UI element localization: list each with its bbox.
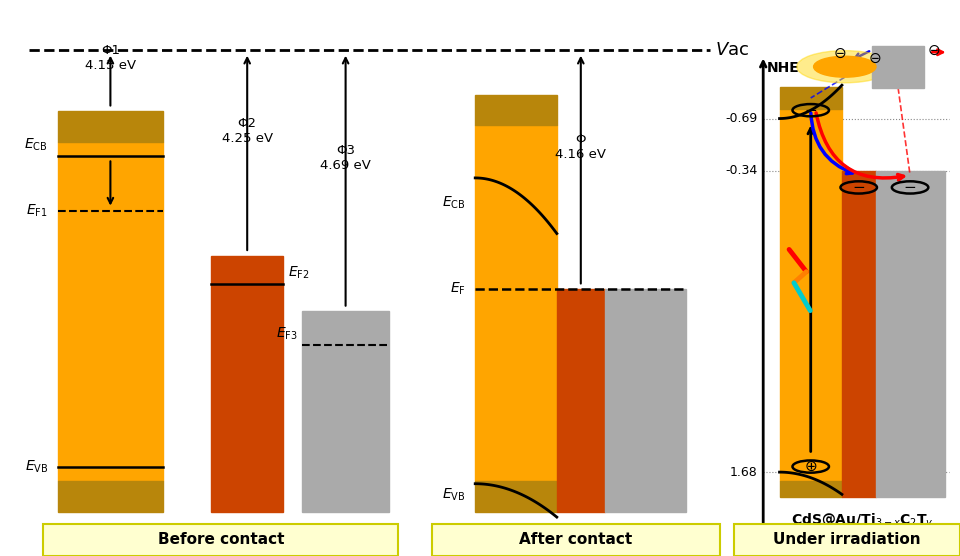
Text: Before contact: Before contact: [157, 533, 284, 547]
Bar: [58, 111, 163, 142]
Bar: [605, 289, 686, 512]
Text: Au: Au: [235, 525, 259, 543]
Text: Ti$_{3-x}$C$_2$T$_y$: Ti$_{3-x}$C$_2$T$_y$: [309, 525, 382, 545]
Text: $E_{\rm VB}$: $E_{\rm VB}$: [443, 486, 466, 503]
Bar: [475, 481, 557, 512]
Text: ⊖: ⊖: [868, 51, 881, 66]
Text: $E_{\rm F}$: $E_{\rm F}$: [450, 281, 466, 297]
Text: Φ
4.16 eV: Φ 4.16 eV: [555, 133, 607, 161]
Text: NHE: NHE: [767, 61, 800, 75]
Text: $E_{\rm CB}$: $E_{\rm CB}$: [442, 195, 466, 211]
Bar: [58, 481, 163, 512]
Text: ⊕: ⊕: [804, 459, 817, 474]
Bar: [780, 110, 842, 481]
Bar: [872, 46, 924, 88]
Bar: [842, 171, 876, 498]
Text: −: −: [804, 103, 817, 118]
FancyBboxPatch shape: [734, 524, 960, 556]
Text: ⊖: ⊖: [833, 46, 847, 61]
Text: 1.68: 1.68: [730, 465, 757, 479]
Text: $E_{\rm CB}$: $E_{\rm CB}$: [24, 137, 48, 153]
Text: −: −: [903, 180, 917, 195]
Bar: [58, 142, 163, 481]
Text: CdS: CdS: [92, 525, 129, 543]
Text: Under irradiation: Under irradiation: [773, 533, 921, 547]
Text: -0.34: -0.34: [725, 164, 757, 177]
Bar: [557, 289, 605, 512]
Text: CdS@Au/Ti$_{3-x}$C$_2$T$_y$: CdS@Au/Ti$_{3-x}$C$_2$T$_y$: [510, 525, 652, 545]
Text: After contact: After contact: [519, 533, 633, 547]
FancyBboxPatch shape: [43, 524, 398, 556]
Text: Φ3
4.69 eV: Φ3 4.69 eV: [321, 145, 371, 172]
Text: $E_{\rm F2}$: $E_{\rm F2}$: [288, 265, 309, 281]
Bar: [211, 256, 283, 512]
Text: CdS@Au/Ti$_{3-x}$C$_2$T$_y$: CdS@Au/Ti$_{3-x}$C$_2$T$_y$: [791, 512, 933, 530]
Text: $E_{\rm F3}$: $E_{\rm F3}$: [276, 326, 298, 342]
Text: $\it{V}$ac: $\it{V}$ac: [715, 41, 750, 59]
Bar: [780, 87, 842, 110]
Ellipse shape: [797, 51, 893, 83]
Bar: [475, 125, 557, 481]
Text: ⊖: ⊖: [927, 42, 941, 57]
Text: $E_{\rm F1}$: $E_{\rm F1}$: [26, 203, 48, 220]
Text: Φ1
4.13 eV: Φ1 4.13 eV: [84, 44, 136, 72]
FancyBboxPatch shape: [432, 524, 720, 556]
Bar: [780, 481, 842, 498]
Text: $E_{\rm VB}$: $E_{\rm VB}$: [25, 459, 48, 475]
Bar: [302, 311, 389, 512]
Bar: [876, 171, 945, 498]
Ellipse shape: [813, 56, 876, 77]
Text: −: −: [852, 180, 865, 195]
Text: Φ2
4.25 eV: Φ2 4.25 eV: [222, 117, 273, 145]
Text: -0.69: -0.69: [725, 112, 757, 125]
Bar: [475, 95, 557, 125]
